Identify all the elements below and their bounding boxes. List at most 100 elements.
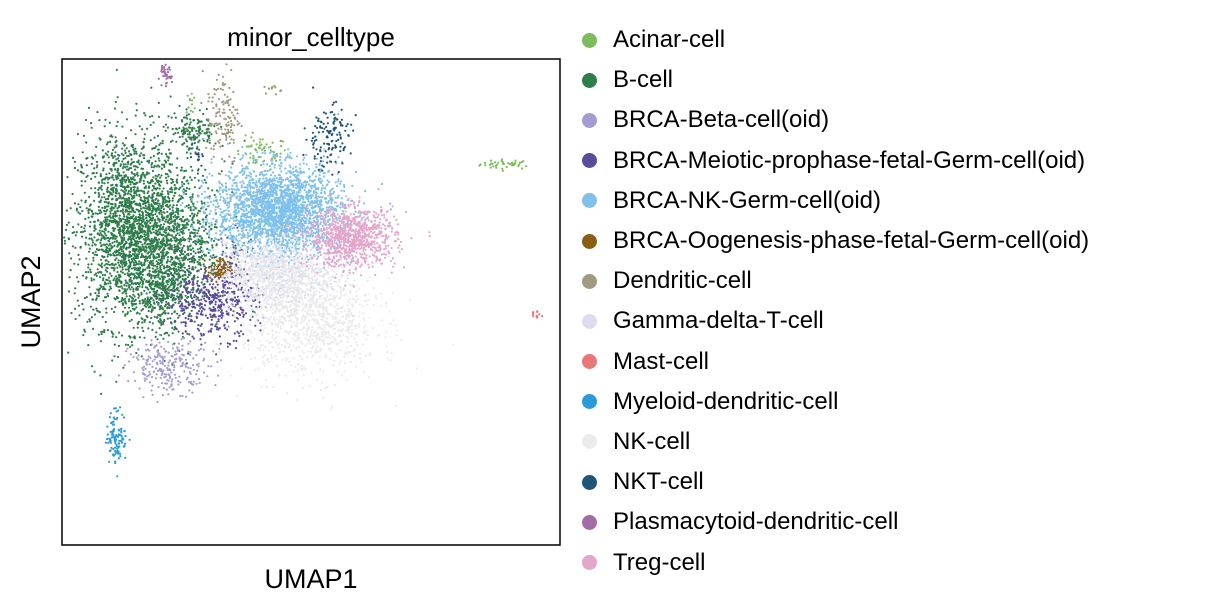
data-point [213,225,216,229]
data-point [209,301,212,304]
data-point [155,207,158,210]
data-point [260,148,264,151]
data-point [144,114,147,117]
data-point [157,148,160,151]
data-point [188,260,192,263]
data-point [192,368,195,371]
data-point [93,313,97,316]
data-point [113,244,116,247]
data-point [175,268,178,271]
data-point [343,189,346,193]
data-point [126,219,129,222]
data-point [78,258,81,261]
data-point [103,330,106,334]
data-point [171,188,174,191]
data-point [166,182,169,185]
data-point [224,327,227,330]
data-point [148,219,151,222]
data-point [95,171,98,175]
data-point [148,207,151,210]
data-point [174,301,177,304]
data-point [185,192,188,196]
data-point [163,217,166,220]
data-point [131,249,134,252]
data-point [157,194,160,197]
data-point [107,276,110,279]
data-point [132,326,135,329]
data-point [133,152,136,155]
data-point [134,264,137,267]
data-point [195,382,198,385]
data-point [85,296,88,299]
data-point [173,286,176,289]
data-point [137,320,140,323]
data-point [119,196,122,199]
data-point [113,155,116,158]
data-point [124,210,127,213]
data-point [189,367,192,370]
data-point [132,297,135,300]
data-point [220,309,223,312]
data-point [171,127,174,131]
data-point [128,295,131,298]
data-point [88,318,91,321]
data-point [186,296,189,299]
data-point [140,175,143,179]
data-point [90,279,93,282]
data-point [156,134,160,137]
data-point [205,214,208,217]
data-point [197,349,201,352]
data-point [158,277,161,280]
data-point [118,251,121,254]
data-point [131,344,134,347]
data-point [113,343,116,346]
data-point [150,389,153,392]
data-point [158,308,161,311]
data-point [113,269,116,272]
data-point [193,119,196,122]
data-point [127,154,130,158]
data-point [259,156,262,159]
data-point [198,131,201,134]
data-point [226,290,229,294]
data-point [189,137,192,140]
data-point [125,179,128,182]
data-point [196,260,199,263]
data-point [258,147,261,150]
data-point [156,353,159,356]
data-point [187,264,191,268]
data-point [80,180,83,183]
data-point [163,230,166,233]
data-point [143,377,146,380]
data-point [127,343,130,347]
data-point [179,285,182,288]
data-point [237,332,240,335]
data-point [151,360,154,363]
data-point [235,235,238,238]
data-point [166,210,169,213]
data-point [99,187,102,190]
data-point [93,273,96,276]
data-point [129,225,132,228]
data-point [186,376,189,379]
data-point [226,342,229,345]
data-point [108,214,111,218]
data-point [124,151,127,155]
data-point [155,274,158,277]
data-point [146,243,149,246]
data-point [164,245,167,248]
data-point [243,244,246,247]
data-point [119,179,122,182]
data-point [103,210,106,213]
data-point [109,207,112,210]
data-point [188,234,192,237]
data-point [146,180,149,183]
data-point [185,169,188,172]
data-point [89,220,92,224]
data-point [130,286,133,289]
data-point [153,136,156,139]
data-point [90,263,93,266]
data-point [194,306,197,309]
data-point [252,139,255,142]
data-point [182,307,185,311]
